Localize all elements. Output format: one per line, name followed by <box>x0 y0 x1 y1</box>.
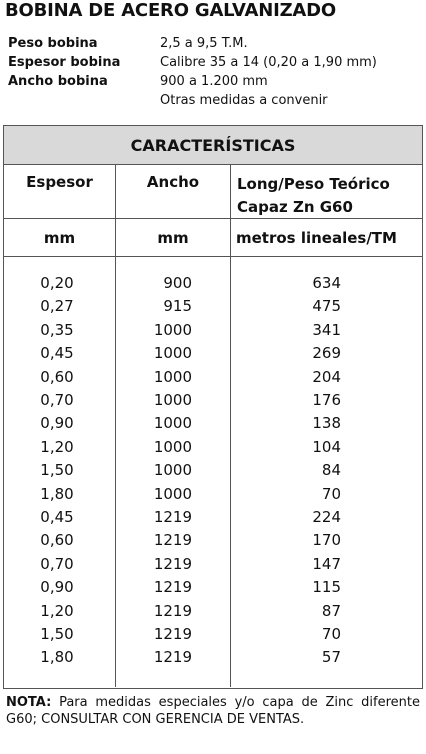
table-cell: 1000 <box>153 391 192 409</box>
table-cell: 1,50 <box>40 461 74 480</box>
table-cell: 0,45 <box>40 344 74 363</box>
table-cell: 1,80 <box>40 648 74 667</box>
table-cell: 269 <box>312 344 341 363</box>
column-header: Long/Peso Teórico Capaz Zn G60 <box>237 175 390 216</box>
table-cell: 0,27 <box>40 297 74 316</box>
table-cell: 70 <box>321 484 341 503</box>
spec-label: Peso bobina <box>8 36 98 51</box>
table-cell: 0,45 <box>40 508 74 526</box>
column-line <box>115 164 116 687</box>
table-cell: 0,60 <box>40 367 74 386</box>
table-cell: 1219 <box>153 508 192 526</box>
table-cell: 1,20 <box>40 601 74 620</box>
title: BOBINA DE ACERO GALVANIZADO <box>5 0 336 21</box>
table-cell: 900 <box>163 274 192 292</box>
table-cell: 1000 <box>153 367 192 386</box>
table-cell: 170 <box>312 531 341 550</box>
table-cell: 1000 <box>153 320 192 339</box>
unit: metros lineales/TM <box>236 229 397 247</box>
table-cell: 1219 <box>153 648 192 667</box>
table-cell: 1219 <box>153 625 192 643</box>
table-cell: 147 <box>312 554 341 573</box>
table-cell: 0,35 <box>40 320 74 339</box>
table-cell: 0,60 <box>40 531 74 550</box>
column-line <box>230 164 231 687</box>
table-title: CARACTERÍSTICAS <box>130 136 296 155</box>
unit: mm <box>157 229 189 247</box>
table-cell: 341 <box>312 320 341 339</box>
column-header: Ancho <box>146 173 200 191</box>
table-cell: 1000 <box>153 414 192 433</box>
spec-value: 2,5 a 9,5 T.M. <box>160 36 248 51</box>
table-cell: 1000 <box>153 484 192 503</box>
table-cell: 204 <box>312 367 341 386</box>
table-cell: 634 <box>312 274 341 292</box>
table-cell: 1219 <box>153 578 192 597</box>
table-cell: 1000 <box>153 437 192 456</box>
table-cell: 1,50 <box>40 625 74 643</box>
spec-value: Calibre 35 a 14 (0,20 a 1,90 mm) <box>160 55 377 70</box>
table-border <box>3 125 423 689</box>
table-cell: 915 <box>163 297 192 316</box>
row-line <box>4 218 422 219</box>
table-cell: 1219 <box>153 531 192 550</box>
table-cell: 1219 <box>153 554 192 573</box>
table-header-band <box>4 126 422 165</box>
table-cell: 84 <box>321 461 341 480</box>
table-cell: 0,70 <box>40 554 74 573</box>
column-header: Espesor <box>26 173 93 191</box>
spec-label: Ancho bobina <box>8 74 108 89</box>
spec-value: 900 a 1.200 mm <box>160 74 268 89</box>
table-cell: 1,20 <box>40 437 74 456</box>
note: NOTA: Para medidas especiales y/o capa d… <box>6 694 420 728</box>
table-cell: 1219 <box>153 601 192 620</box>
table-cell: 0,70 <box>40 391 74 409</box>
unit: mm <box>43 229 76 247</box>
table-cell: 104 <box>312 437 341 456</box>
table-cell: 87 <box>321 601 341 620</box>
note-text: Para medidas especiales y/o capa de Zinc… <box>6 695 420 727</box>
table-cell: 1,80 <box>40 484 74 503</box>
table-cell: 115 <box>312 578 341 597</box>
row-line <box>4 256 422 257</box>
note-label: NOTA: <box>6 695 52 710</box>
spec-label: Espesor bobina <box>8 55 121 70</box>
table-cell: 475 <box>312 297 341 316</box>
spec-note: Otras medidas a convenir <box>160 93 328 108</box>
table-cell: 1000 <box>153 461 192 480</box>
table-cell: 0,90 <box>40 414 74 433</box>
table-cell: 0,20 <box>40 274 74 292</box>
table-cell: 1000 <box>153 344 192 363</box>
table-cell: 224 <box>312 508 341 526</box>
table-cell: 70 <box>321 625 341 643</box>
table-cell: 138 <box>312 414 341 433</box>
table-cell: 57 <box>321 648 341 667</box>
table-cell: 0,90 <box>40 578 74 597</box>
table-cell: 176 <box>312 391 341 409</box>
